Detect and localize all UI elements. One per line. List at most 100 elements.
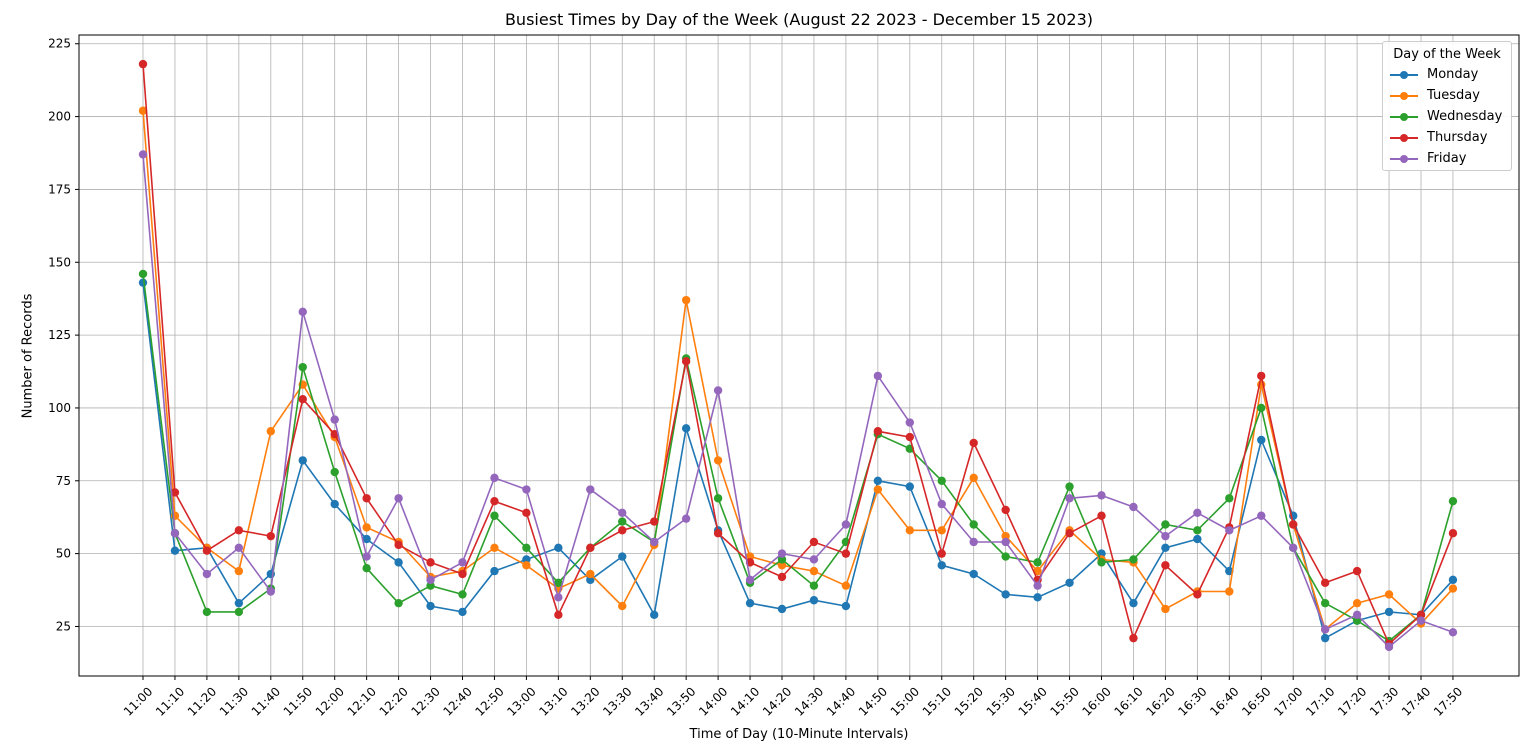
data-point-tuesday bbox=[1384, 590, 1394, 599]
data-point-thursday bbox=[650, 517, 659, 526]
y-tick-label: 150 bbox=[48, 255, 71, 269]
x-tick-label: 14:00 bbox=[696, 684, 730, 718]
x-tick-label: 13:40 bbox=[632, 684, 666, 718]
data-point-friday bbox=[458, 558, 467, 567]
data-point-thursday bbox=[1289, 520, 1298, 529]
data-point-tuesday bbox=[809, 566, 819, 576]
data-point-thursday bbox=[1320, 578, 1330, 587]
legend-label: Tuesday bbox=[1427, 88, 1480, 103]
legend-label: Thursday bbox=[1427, 130, 1488, 145]
data-point-friday bbox=[1065, 494, 1074, 503]
data-point-tuesday bbox=[969, 473, 978, 483]
data-point-thursday bbox=[713, 529, 723, 538]
data-point-friday bbox=[298, 307, 307, 316]
data-point-friday bbox=[1193, 508, 1202, 518]
data-point-thursday bbox=[618, 526, 627, 535]
data-point-wednesday bbox=[1129, 555, 1138, 564]
data-point-monday bbox=[426, 601, 435, 611]
data-point-monday bbox=[234, 598, 244, 608]
data-point-friday bbox=[1257, 511, 1266, 520]
data-point-thursday bbox=[490, 496, 499, 506]
data-point-thursday bbox=[969, 438, 978, 448]
y-tick-label: 125 bbox=[48, 328, 71, 342]
data-point-wednesday bbox=[234, 607, 244, 617]
data-point-monday bbox=[1257, 435, 1266, 445]
x-tick-label: 16:50 bbox=[1239, 684, 1273, 718]
x-tick-label: 12:40 bbox=[440, 684, 474, 718]
y-tick-label: 75 bbox=[56, 474, 71, 488]
x-axis: 11:0011:1011:2011:3011:4011:5012:0012:10… bbox=[121, 676, 1465, 719]
data-point-monday bbox=[937, 561, 946, 570]
data-point-tuesday bbox=[522, 561, 531, 570]
data-point-friday bbox=[202, 569, 212, 579]
data-point-thursday bbox=[681, 357, 691, 366]
plot-area bbox=[79, 35, 1519, 676]
data-point-tuesday bbox=[234, 566, 244, 576]
data-point-tuesday bbox=[1001, 531, 1010, 541]
data-point-friday bbox=[490, 473, 499, 483]
data-point-wednesday bbox=[618, 517, 627, 526]
data-point-friday bbox=[138, 150, 148, 159]
chart-title: Busiest Times by Day of the Week (August… bbox=[504, 10, 1094, 29]
data-point-monday bbox=[330, 499, 339, 509]
x-tick-label: 17:50 bbox=[1431, 684, 1465, 718]
data-point-friday bbox=[170, 529, 180, 538]
data-point-thursday bbox=[170, 488, 180, 497]
data-point-thursday bbox=[394, 540, 403, 550]
data-point-wednesday bbox=[394, 598, 403, 608]
legend: Day of the Week Monday Tuesday Wednesday Th… bbox=[1382, 41, 1512, 171]
y-tick-label: 200 bbox=[48, 110, 71, 124]
x-tick-label: 15:30 bbox=[984, 684, 1018, 718]
x-axis-label: Time of Day (10-Minute Intervals) bbox=[689, 727, 909, 742]
data-point-friday bbox=[522, 485, 531, 494]
data-point-thursday bbox=[873, 427, 883, 436]
x-tick-label: 12:30 bbox=[409, 684, 443, 718]
data-point-thursday bbox=[1065, 529, 1074, 538]
data-point-thursday bbox=[362, 494, 371, 503]
data-point-friday bbox=[873, 371, 883, 381]
x-tick-label: 17:40 bbox=[1399, 684, 1433, 718]
data-point-monday bbox=[809, 596, 819, 605]
y-tick-label: 50 bbox=[56, 547, 71, 561]
x-tick-label: 15:10 bbox=[920, 684, 954, 718]
legend-item-tuesday: Tuesday bbox=[1383, 86, 1511, 107]
data-point-thursday bbox=[1193, 590, 1202, 599]
data-point-monday bbox=[681, 424, 691, 433]
x-tick-label: 13:30 bbox=[600, 684, 634, 718]
data-point-friday bbox=[618, 508, 627, 518]
data-point-wednesday bbox=[522, 543, 531, 552]
data-point-monday bbox=[522, 555, 531, 564]
data-point-friday bbox=[1001, 537, 1010, 547]
data-point-monday bbox=[841, 601, 851, 611]
x-tick-label: 12:00 bbox=[313, 684, 347, 718]
x-tick-label: 17:30 bbox=[1367, 684, 1401, 718]
y-tick-label: 25 bbox=[56, 619, 71, 633]
data-point-wednesday bbox=[1320, 598, 1330, 608]
data-point-monday bbox=[873, 476, 883, 485]
data-point-tuesday bbox=[713, 456, 723, 465]
data-point-wednesday bbox=[458, 590, 467, 599]
data-point-friday bbox=[841, 520, 851, 529]
x-tick-label: 12:20 bbox=[377, 684, 411, 718]
legend-item-wednesday: Wednesday bbox=[1383, 107, 1511, 128]
data-point-wednesday bbox=[202, 607, 212, 617]
data-point-wednesday bbox=[1257, 403, 1266, 413]
data-point-monday bbox=[1129, 598, 1138, 608]
data-point-friday bbox=[777, 549, 787, 558]
data-point-tuesday bbox=[586, 569, 595, 579]
data-point-monday bbox=[650, 610, 659, 620]
x-tick-label: 17:10 bbox=[1303, 684, 1337, 718]
data-point-wednesday bbox=[426, 581, 435, 590]
data-point-thursday bbox=[138, 59, 148, 69]
data-point-tuesday bbox=[745, 552, 755, 561]
data-point-tuesday bbox=[777, 561, 787, 570]
data-point-monday bbox=[298, 456, 307, 465]
legend-marker bbox=[1400, 113, 1408, 121]
data-point-wednesday bbox=[330, 467, 339, 477]
x-tick-label: 13:50 bbox=[664, 684, 698, 718]
data-point-wednesday bbox=[1161, 520, 1170, 529]
data-point-thursday bbox=[841, 549, 851, 558]
data-point-thursday bbox=[937, 549, 946, 558]
x-tick-label: 15:00 bbox=[888, 684, 922, 718]
data-point-friday bbox=[1384, 642, 1394, 652]
